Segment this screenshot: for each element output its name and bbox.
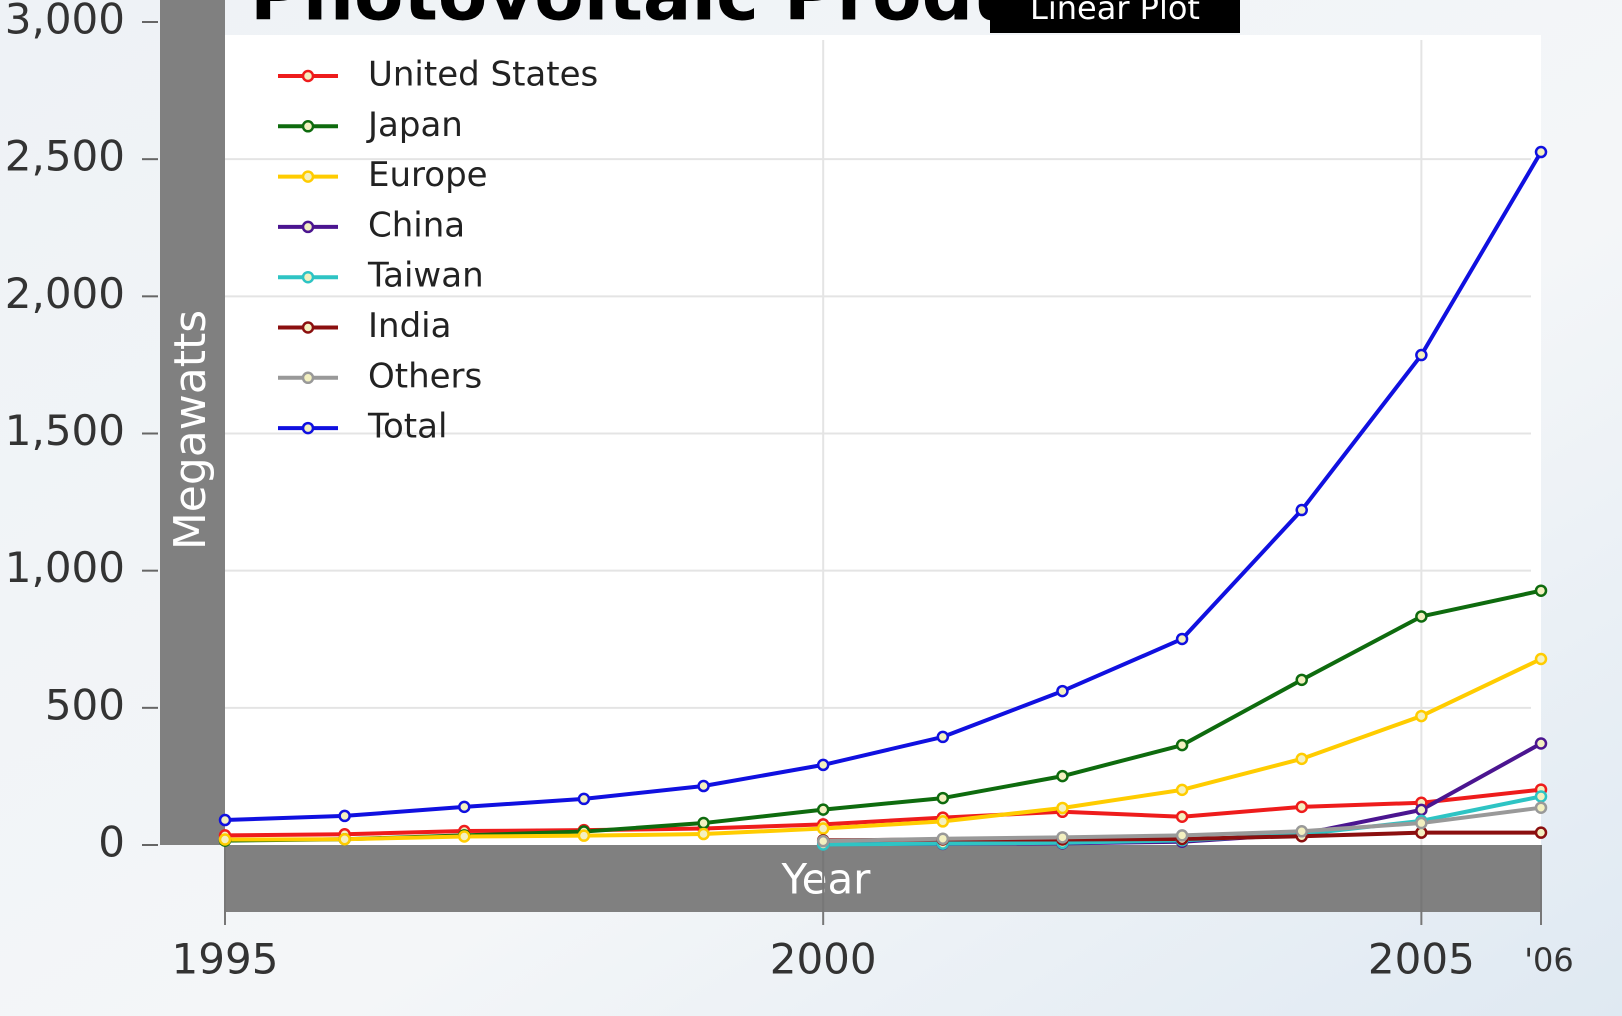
legend-label: Others <box>368 356 482 396</box>
data-point <box>1534 801 1548 814</box>
x-tick-label: '06 <box>1524 941 1574 979</box>
y-tick-label: 2,500 <box>5 132 125 181</box>
data-point <box>1175 738 1189 752</box>
data-point <box>1175 632 1189 646</box>
data-point <box>936 815 950 828</box>
data-point <box>1415 803 1428 817</box>
data-point <box>1534 145 1548 159</box>
data-point <box>1534 790 1548 803</box>
legend-marker <box>301 120 315 133</box>
x-tick-label: 2000 <box>770 935 877 984</box>
data-point <box>1295 673 1308 687</box>
data-point <box>936 730 950 744</box>
subtitle-box <box>990 0 1240 33</box>
data-point <box>218 813 232 827</box>
legend-label: India <box>368 306 451 346</box>
legend-marker <box>301 69 315 83</box>
y-axis-title: Megawatts <box>165 310 216 550</box>
legend-marker <box>301 321 315 334</box>
data-point <box>1295 825 1308 838</box>
data-point <box>458 830 471 843</box>
data-point <box>1056 801 1069 815</box>
x-axis-title: Year <box>781 855 872 904</box>
series-line <box>224 787 1542 838</box>
data-point <box>1415 348 1428 362</box>
data-point <box>1056 769 1069 783</box>
legend-marker <box>301 170 315 183</box>
y-tick-label: 1,500 <box>5 406 125 455</box>
data-point <box>218 833 232 846</box>
series-line <box>224 151 1543 823</box>
plot-area <box>225 35 1541 845</box>
data-point <box>936 791 950 805</box>
data-point <box>697 779 710 793</box>
legend-marker <box>301 270 315 284</box>
data-point <box>577 792 591 806</box>
data-point <box>1295 800 1308 814</box>
legend-label: United States <box>368 55 598 95</box>
data-point <box>458 800 471 814</box>
series-line <box>224 657 1542 842</box>
data-point <box>1295 752 1308 766</box>
data-point <box>1415 709 1428 723</box>
legend-marker <box>301 421 315 435</box>
y-axis-bar <box>160 0 225 845</box>
data-point <box>1534 584 1548 597</box>
data-point <box>1415 610 1428 623</box>
legend-label: Japan <box>366 105 463 145</box>
y-tick-label: 0 <box>98 818 125 867</box>
data-point <box>936 832 950 845</box>
data-point <box>338 832 351 846</box>
data-point <box>1534 652 1548 666</box>
data-point <box>1534 737 1548 750</box>
y-tick-label: 500 <box>45 680 125 729</box>
y-tick-label: 1,000 <box>5 543 125 592</box>
data-point <box>816 822 830 835</box>
chart-subtitle: Linear Plot <box>1030 0 1200 27</box>
x-axis-bar <box>225 845 1541 912</box>
data-point <box>1175 783 1189 797</box>
legend-marker <box>301 371 315 385</box>
data-point <box>1295 503 1308 517</box>
y-tick-label: 3,000 <box>5 0 125 44</box>
legend-label: Total <box>367 407 447 447</box>
data-point <box>816 834 830 848</box>
data-point <box>697 816 710 830</box>
x-tick-label: 1995 <box>172 935 279 984</box>
data-point <box>1056 831 1069 844</box>
data-point <box>1175 829 1189 842</box>
data-point <box>697 827 710 841</box>
legend-label: China <box>368 205 465 245</box>
x-tick-label: 2005 <box>1368 935 1475 984</box>
data-point <box>816 758 830 772</box>
legend-label: Taiwan <box>367 256 484 296</box>
data-point <box>1056 684 1069 698</box>
y-tick-label: 2,000 <box>5 269 125 318</box>
data-point <box>338 809 351 823</box>
data-point <box>577 829 591 842</box>
legend-label: Europe <box>368 155 488 195</box>
legend-marker <box>301 220 315 234</box>
data-point <box>1175 810 1189 823</box>
data-point <box>1534 826 1548 839</box>
data-point <box>1415 816 1428 830</box>
data-point <box>816 803 830 816</box>
